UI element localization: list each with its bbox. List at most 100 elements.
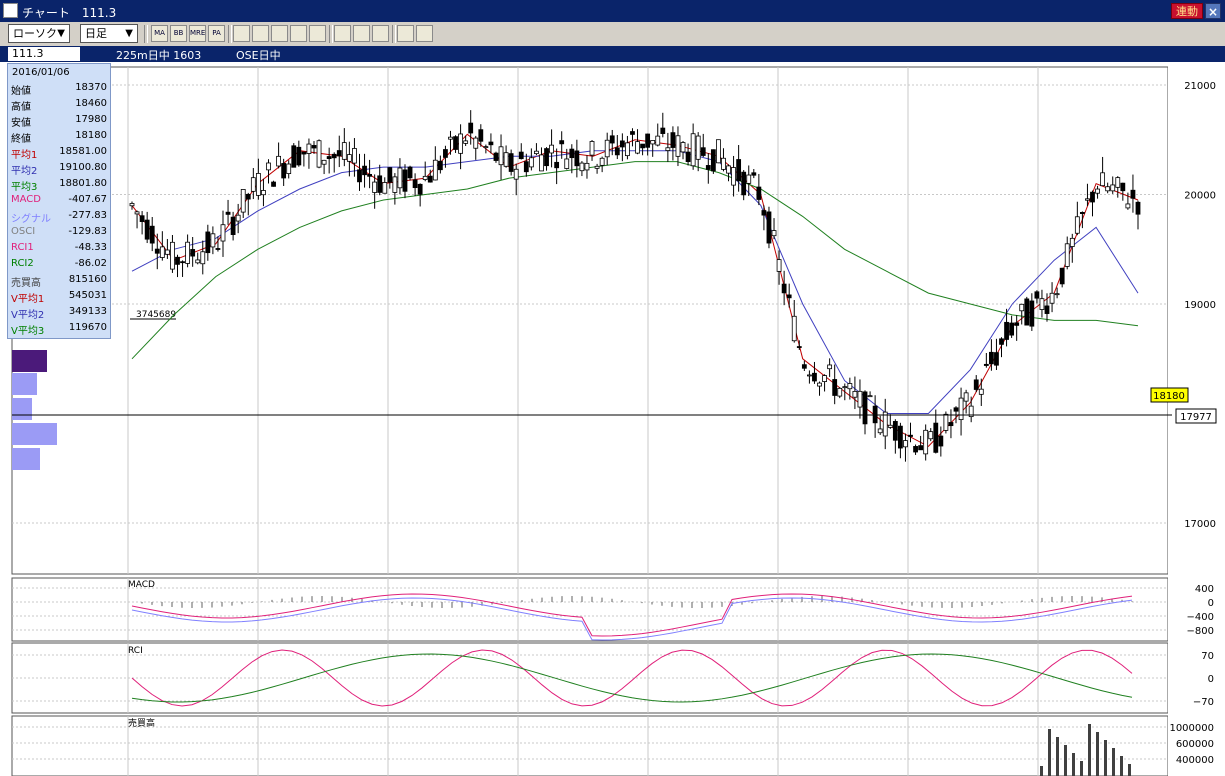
volume-bar xyxy=(1128,764,1131,776)
candle-body xyxy=(594,165,600,169)
volume-profile-label: 3745689 xyxy=(136,310,176,320)
candle-body xyxy=(968,405,974,418)
candle-body xyxy=(372,181,378,193)
candle-body xyxy=(741,171,747,196)
pa-button[interactable]: PA xyxy=(208,25,225,42)
candle-body xyxy=(655,135,661,146)
period-dropdown[interactable]: 日足 ▼ xyxy=(80,24,138,43)
candle-body xyxy=(144,219,150,240)
volume-bar xyxy=(1048,729,1051,776)
candle-body xyxy=(498,146,504,166)
panel-row-value: 18801.80 xyxy=(59,178,107,189)
candle-body xyxy=(154,248,160,254)
panel-row-label: V平均3 xyxy=(11,326,45,337)
y-tick-label: 19000 xyxy=(1184,300,1216,311)
candle-body xyxy=(412,179,418,189)
chart-area[interactable]: 21000 20000 19000 17000 3745689 18180 17977 MAC… xyxy=(0,62,1225,776)
candle-body xyxy=(250,177,256,192)
candle-body xyxy=(918,445,924,451)
rci-tick-label: −70 xyxy=(1193,697,1214,708)
candle-body xyxy=(695,135,701,160)
candle-body xyxy=(473,137,479,149)
title-bar: チャート 111.3 連動 × xyxy=(0,0,1225,22)
bars-icon[interactable] xyxy=(309,25,326,42)
candle-body xyxy=(999,338,1004,345)
close-button[interactable]: × xyxy=(1205,3,1221,19)
cursor-price-label: 17977 xyxy=(1180,412,1212,423)
candle-body xyxy=(159,246,165,258)
candle-body xyxy=(427,175,433,183)
macd-tick-label: 400 xyxy=(1195,584,1214,595)
candle-body xyxy=(604,139,610,158)
cursor-icon[interactable] xyxy=(353,25,370,42)
candle-body xyxy=(746,174,752,184)
candle-body xyxy=(417,183,423,195)
mre-button[interactable]: MRE xyxy=(189,25,206,42)
y-tick-label: 17000 xyxy=(1184,519,1216,530)
candle-body xyxy=(680,142,686,153)
panel-row: V平均1 545031 xyxy=(11,290,109,306)
candle-body xyxy=(387,167,393,183)
y-tick-label: 21000 xyxy=(1184,81,1216,92)
candle-body xyxy=(185,241,191,264)
panel-row-value: 18581.00 xyxy=(59,146,107,157)
toolbar-separator xyxy=(144,25,148,43)
candle-body xyxy=(609,135,615,144)
candle-body xyxy=(862,391,868,425)
volume-bar xyxy=(1064,745,1067,776)
candle-body xyxy=(549,144,554,154)
candle-body xyxy=(129,203,135,207)
bb-button[interactable]: BB xyxy=(170,25,187,42)
zoom-icon[interactable] xyxy=(271,25,288,42)
candle-body xyxy=(321,159,327,165)
candle-body xyxy=(973,379,979,390)
candle-body xyxy=(988,351,994,365)
candle-body xyxy=(539,154,544,172)
candle-body xyxy=(311,145,317,149)
panel-row-value: 19100.80 xyxy=(59,162,107,173)
eraser-icon[interactable] xyxy=(372,25,389,42)
candle-body xyxy=(685,151,691,162)
candle-body xyxy=(210,233,216,248)
trendline-icon[interactable] xyxy=(416,25,433,42)
ma-button[interactable]: MA xyxy=(151,25,168,42)
candle-body xyxy=(963,392,969,402)
candle-body xyxy=(1034,291,1040,299)
toolbar-separator xyxy=(329,25,333,43)
candle-body xyxy=(756,186,762,200)
candle-body xyxy=(534,150,539,155)
candle-body xyxy=(271,181,276,187)
link-button[interactable]: 連動 xyxy=(1171,3,1203,19)
candle-body xyxy=(316,140,322,168)
macd-tick-label: −400 xyxy=(1187,612,1214,623)
panel-row: 高値 18460 xyxy=(11,98,109,114)
panel-date: 2016/01/06 xyxy=(12,67,70,78)
candle-body xyxy=(994,352,999,366)
panel-row-value: 18460 xyxy=(75,98,107,109)
chart-type-dropdown[interactable]: ローソク ▼ xyxy=(8,24,70,43)
panel-row: RCI1 -48.33 xyxy=(11,242,109,258)
pen-icon[interactable] xyxy=(334,25,351,42)
panel-row-value: -407.67 xyxy=(68,194,107,205)
candle-body xyxy=(619,140,625,148)
candle-body xyxy=(948,422,954,427)
candle-body xyxy=(453,136,458,150)
candle-body xyxy=(503,152,509,167)
panel-row-value: -48.33 xyxy=(74,242,107,253)
y-tick-label: 20000 xyxy=(1184,191,1216,202)
volume-profile-bar xyxy=(12,423,57,445)
period-value: 日足 xyxy=(85,27,107,40)
gear-icon[interactable] xyxy=(397,25,414,42)
candle-body xyxy=(195,259,201,264)
crosshair-icon[interactable] xyxy=(252,25,269,42)
panel-row: V平均3 119670 xyxy=(11,322,109,338)
chart-settings-icon[interactable] xyxy=(233,25,250,42)
candle-body xyxy=(923,429,929,455)
grid-icon[interactable] xyxy=(290,25,307,42)
candle-body xyxy=(650,140,656,145)
candle-body xyxy=(584,162,590,171)
code-field[interactable]: 111.3 xyxy=(8,47,80,61)
candle-body xyxy=(488,141,494,146)
chart-svg[interactable]: 21000 20000 19000 17000 3745689 18180 17977 MAC… xyxy=(0,62,1225,776)
panel-row-label: 平均1 xyxy=(11,150,38,161)
